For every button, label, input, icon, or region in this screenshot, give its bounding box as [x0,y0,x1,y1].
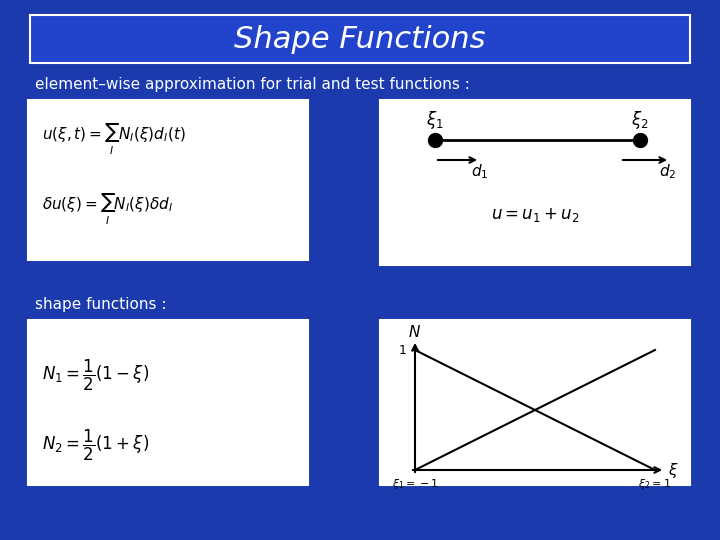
Text: element–wise approximation for trial and test functions :: element–wise approximation for trial and… [35,78,470,92]
FancyBboxPatch shape [28,100,308,260]
Text: Shape Functions: Shape Functions [234,24,486,53]
Text: $d_2$: $d_2$ [660,163,677,181]
Text: $\xi_2 = 1$: $\xi_2 = 1$ [639,477,672,491]
Text: $\xi$: $\xi$ [667,461,678,480]
Text: $u(\xi, t) = \sum_{I} N_{I}(\xi) d_{I}(t)$: $u(\xi, t) = \sum_{I} N_{I}(\xi) d_{I}(t… [42,123,186,157]
FancyBboxPatch shape [380,320,690,485]
FancyBboxPatch shape [28,320,308,485]
Text: $d_1$: $d_1$ [472,163,489,181]
FancyBboxPatch shape [380,100,690,265]
Text: $\delta u(\xi) = \sum_{I} N_{I}(\xi) \delta d_{I}$: $\delta u(\xi) = \sum_{I} N_{I}(\xi) \de… [42,193,174,227]
Text: $\xi_2$: $\xi_2$ [631,109,649,131]
FancyBboxPatch shape [30,15,690,63]
Text: $u = u_1 + u_2$: $u = u_1 + u_2$ [491,206,580,224]
Text: $\xi_1$: $\xi_1$ [426,109,444,131]
Text: $N_1 = \dfrac{1}{2}(1 - \xi)$: $N_1 = \dfrac{1}{2}(1 - \xi)$ [42,357,149,393]
Text: $\xi_1 = -1$: $\xi_1 = -1$ [392,477,438,491]
Text: 1: 1 [399,343,407,356]
Text: $N_2 = \dfrac{1}{2}(1 + \xi)$: $N_2 = \dfrac{1}{2}(1 + \xi)$ [42,427,149,463]
Text: $N$: $N$ [408,324,421,340]
Text: shape functions :: shape functions : [35,298,166,313]
